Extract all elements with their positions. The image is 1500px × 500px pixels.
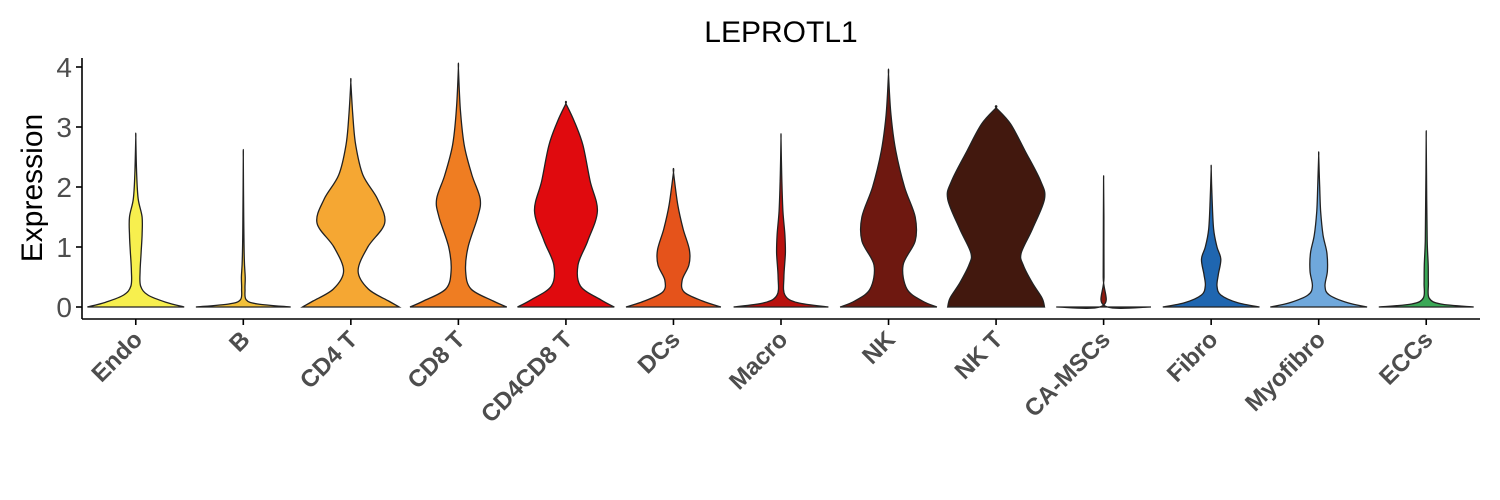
violin-b: [195, 148, 291, 308]
violin-myofibro: [1270, 151, 1368, 308]
x-tick-label: NK: [857, 326, 901, 370]
violin-nk-t: [946, 105, 1046, 308]
x-tick-label: CD4CD8 T: [476, 326, 578, 428]
x-tick-label: Myofibro: [1240, 326, 1331, 417]
y-tick-label: 2: [56, 172, 72, 203]
violin-endo: [87, 132, 185, 308]
x-tick-label: ECCs: [1374, 326, 1438, 390]
x-tick-label: Macro: [724, 326, 793, 395]
violin-cd4cd8-t: [517, 100, 615, 308]
x-tick-label: NK T: [950, 326, 1009, 385]
x-axis: Endo B CD4 T CD8 T CD4CD8 T DCs Macro NK NK T CA-…: [82, 318, 1480, 428]
y-tick-label: 4: [56, 52, 72, 83]
y-tick-label: 0: [56, 292, 72, 323]
violin-nk: [839, 68, 938, 308]
violin-fibro: [1162, 164, 1260, 308]
violin-plot-area: [87, 62, 1474, 309]
violin-cd4-t: [300, 77, 402, 308]
violin-macro: [733, 133, 829, 308]
violin-cd8-t: [409, 62, 508, 308]
x-tick-label: Endo: [86, 326, 148, 388]
y-tick-label: 1: [56, 232, 72, 263]
x-tick-label: CD4 T: [295, 326, 363, 394]
y-axis-label: Expression: [16, 114, 49, 262]
y-axis: 0 1 2 3 4: [56, 52, 83, 323]
x-tick-label: DCs: [633, 326, 686, 379]
x-tick-label: CA-MSCs: [1019, 326, 1115, 422]
x-tick-label: B: [224, 326, 255, 357]
violin-ca-mscs: [1056, 175, 1152, 309]
chart-title: LEPROTL1: [704, 16, 857, 49]
violin-eccs: [1378, 130, 1474, 308]
y-tick-label: 3: [56, 112, 72, 143]
x-tick-label: Fibro: [1162, 326, 1224, 388]
violin-dcs: [625, 167, 722, 308]
x-tick-label: CD8 T: [403, 326, 471, 394]
